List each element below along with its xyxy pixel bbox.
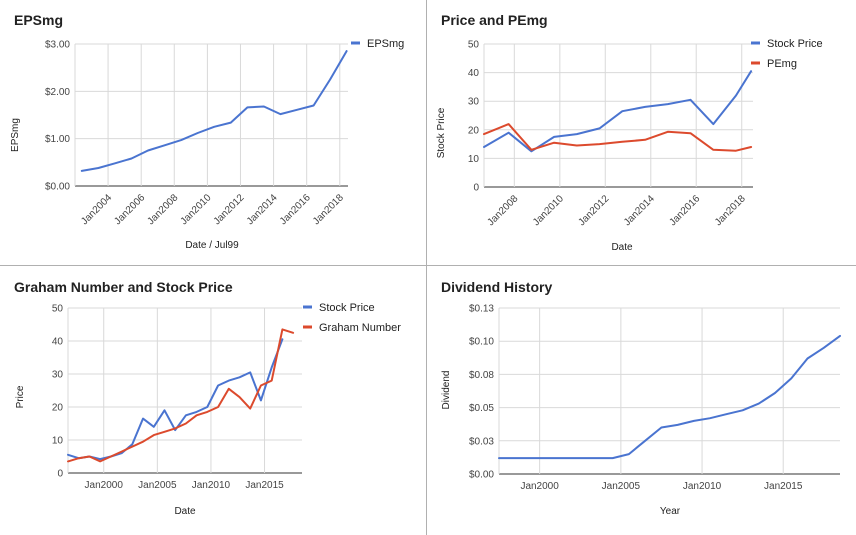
graham-ytick-label: 40	[52, 337, 64, 348]
dividend-title: Dividend History	[441, 279, 552, 295]
graham-y-axis-label: Price	[15, 385, 26, 408]
dividend-y-axis-label: Dividend	[441, 371, 452, 410]
price-pe-ytick-label: 30	[468, 97, 480, 108]
price-pe-title: Price and PEmg	[441, 12, 548, 28]
graham-xtick-label: Jan2005	[138, 480, 177, 491]
eps-xtick-label: Jan2016	[278, 192, 313, 227]
dividend-chart-panel: Dividend History $0.00 $0.03 $0.05 $0.08 $0.1…	[427, 266, 856, 535]
price-pe-series-stock-price	[483, 70, 753, 153]
dividend-ytick-label: $0.03	[469, 436, 494, 447]
eps-xtick-label: Jan2010	[179, 192, 214, 227]
graham-xtick-label: Jan2010	[192, 480, 231, 491]
eps-legend-label-epsmg: EPSmg	[367, 38, 404, 50]
price-pe-xtick-label: Jan2008	[486, 193, 521, 228]
dividend-ytick-label: $0.00	[469, 470, 494, 481]
eps-xtick-label: Jan2008	[145, 192, 180, 227]
price-pe-xtick-label: Jan2018	[713, 193, 748, 228]
dividend-xtick-label: Jan2005	[602, 481, 641, 492]
dividend-ytick-label: $0.08	[469, 370, 494, 381]
eps-chart: EPSmg$0.00$1.00$2.00$3.00Jan2004Jan2006J…	[10, 12, 404, 251]
graham-xtick-label: Jan2015	[245, 480, 284, 491]
graham-legend-label-stock-price: Stock Price	[319, 302, 375, 314]
dividend-chart: Dividend History $0.00 $0.03 $0.05 $0.08 $0.1…	[441, 279, 841, 517]
price-pe-xtick-label: Jan2012	[576, 193, 611, 228]
graham-chart: Graham Number and Stock Price 0 10 20 30 40 50…	[14, 279, 401, 517]
graham-xtick-label: Jan2000	[85, 480, 124, 491]
graham-ytick-label: 30	[52, 370, 64, 381]
price-pe-legend-label-pemg: PEmg	[767, 58, 797, 70]
eps-title: EPSmg	[14, 12, 63, 28]
graham-ytick-label: 0	[57, 469, 63, 480]
eps-xtick-label: Jan2012	[212, 192, 247, 227]
dividend-xtick-label: Jan2000	[520, 481, 559, 492]
price-pe-xtick-label: Jan2016	[667, 193, 702, 228]
dividend-x-axis-label: Year	[660, 506, 681, 517]
graham-ytick-label: 10	[52, 436, 64, 447]
price-pe-y-axis-label: Stock Price	[436, 107, 447, 158]
price-pe-ytick-label: 20	[468, 125, 480, 136]
graham-ytick-label: 20	[52, 403, 64, 414]
graham-chart-panel: Graham Number and Stock Price 0 10 20 30 40 50…	[0, 266, 426, 535]
eps-xtick-label: Jan2004	[79, 192, 114, 227]
price-pe-ytick-label: 0	[473, 183, 479, 194]
eps-y-axis-label: EPSmg	[10, 118, 21, 152]
eps-xtick-label: Jan2018	[311, 192, 346, 227]
price-pe-legend-label-stock-price: Stock Price	[767, 38, 823, 50]
price-pe-ytick-label: 10	[468, 154, 480, 165]
price-pe-ytick-label: 50	[468, 40, 480, 51]
eps-ytick-label: $3.00	[45, 40, 70, 51]
price-pe-x-axis-label: Date	[611, 242, 633, 253]
dividend-ytick-label: $0.13	[469, 304, 494, 315]
eps-xtick-label: Jan2006	[112, 192, 147, 227]
eps-series-epsmg	[80, 50, 348, 172]
price-pe-ytick-label: 40	[468, 68, 480, 79]
eps-xtick-label: Jan2014	[245, 192, 280, 227]
price-pe-series-pemg	[483, 123, 753, 152]
panel-divider-horizontal	[0, 265, 856, 266]
graham-title: Graham Number and Stock Price	[14, 279, 233, 295]
graham-legend-label-graham-number: Graham Number	[319, 322, 401, 334]
price-pe-chart-panel: Price and PEmg 0 10 20 30 40 50 Jan2008 Jan2010 J…	[427, 0, 856, 265]
dividend-xtick-label: Jan2015	[764, 481, 803, 492]
price-pe-xtick-label: Jan2010	[531, 193, 566, 228]
dividend-ytick-label: $0.05	[469, 403, 494, 414]
eps-ytick-label: $2.00	[45, 87, 70, 98]
dividend-series-line	[498, 334, 841, 460]
eps-x-axis-label: Date / Jul99	[185, 240, 239, 251]
graham-ytick-label: 50	[52, 304, 64, 315]
graham-x-axis-label: Date	[174, 506, 196, 517]
eps-ytick-label: $1.00	[45, 134, 70, 145]
eps-chart-panel: EPSmg $0.00 $1.00 $2.00 $3.00 Jan2004 Jan2006 J…	[0, 0, 426, 265]
graham-series-graham-number	[67, 328, 295, 463]
price-pe-xtick-label: Jan2014	[622, 193, 657, 228]
graham-series-stock-price	[67, 338, 284, 461]
panel-divider-vertical	[426, 0, 427, 535]
price-pe-chart: Price and PEmg 0 10 20 30 40 50 Jan2008 Jan2010 J…	[436, 12, 823, 253]
dividend-ytick-label: $0.10	[469, 337, 494, 348]
eps-ytick-label: $0.00	[45, 182, 70, 193]
dividend-xtick-label: Jan2010	[683, 481, 722, 492]
